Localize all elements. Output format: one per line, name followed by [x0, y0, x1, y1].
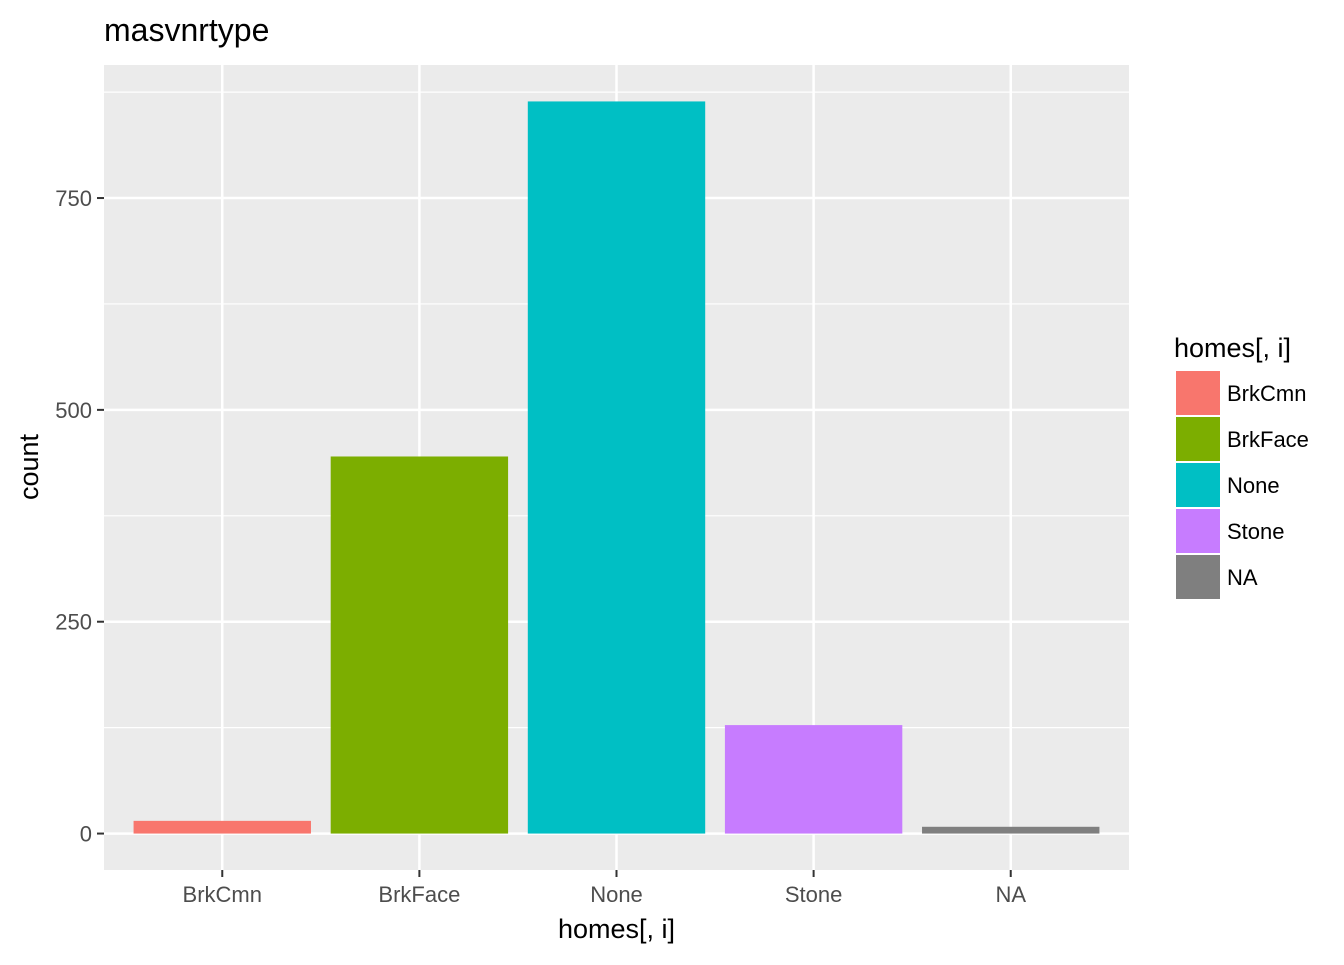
bar-stone [724, 725, 903, 834]
legend-title: homes[, i] [1174, 333, 1291, 363]
bar-brkface [330, 456, 509, 834]
y-tick-label: 500 [55, 398, 92, 423]
x-axis: BrkCmn BrkFace None Stone NA [183, 870, 1026, 907]
bars [133, 101, 1100, 834]
x-tick-label: BrkFace [378, 882, 460, 907]
bar-brkcmn [133, 820, 311, 834]
legend-label: NA [1227, 565, 1258, 590]
x-tick-label: NA [995, 882, 1026, 907]
bar-na [922, 826, 1100, 834]
legend-key-brkcmn [1176, 371, 1220, 415]
legend-label: None [1227, 473, 1280, 498]
x-tick-label: Stone [785, 882, 843, 907]
legend-key-brkface [1176, 417, 1220, 461]
legend-items: BrkCmn BrkFace None Stone NA [1176, 371, 1309, 599]
y-tick-label: 250 [55, 610, 92, 635]
bar-none [527, 101, 706, 834]
y-axis-title: count [14, 433, 44, 500]
legend-key-stone [1176, 509, 1220, 553]
x-tick-label: BrkCmn [183, 882, 262, 907]
y-tick-label: 750 [55, 186, 92, 211]
legend-label: BrkCmn [1227, 381, 1306, 406]
x-tick-label: None [590, 882, 643, 907]
y-axis: 0 250 500 750 [55, 186, 104, 847]
legend-label: BrkFace [1227, 427, 1309, 452]
legend-key-na [1176, 555, 1220, 599]
legend: homes[, i] BrkCmn BrkFace None Stone NA [1174, 333, 1309, 599]
legend-label: Stone [1227, 519, 1285, 544]
y-tick-label: 0 [80, 822, 92, 847]
legend-key-none [1176, 463, 1220, 507]
chart-title: masvnrtype [104, 12, 269, 48]
x-axis-title: homes[, i] [558, 914, 675, 944]
